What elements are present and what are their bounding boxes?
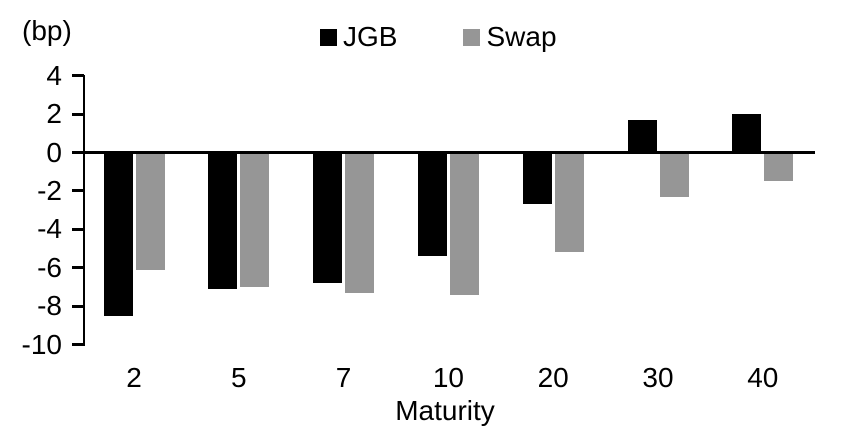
bar-jgb-2 (103, 152, 133, 316)
y-axis-line (83, 74, 85, 346)
x-tick-label: 20 (537, 362, 569, 393)
legend-item-swap: Swap (463, 21, 557, 52)
y-tick-label: -6 (37, 251, 62, 283)
bar-swap-5 (240, 152, 270, 288)
x-tick-label: 30 (642, 362, 674, 393)
bar-jgb-40 (732, 114, 762, 153)
bar-jgb-7 (313, 152, 343, 284)
y-tick-label: 2 (46, 98, 62, 130)
legend-label-jgb: JGB (343, 21, 398, 52)
y-tick-label: -2 (37, 174, 62, 206)
y-tick-mark (72, 304, 84, 308)
zero-baseline (83, 151, 815, 154)
y-tick-mark (72, 112, 84, 116)
swap-swatch-icon (463, 28, 481, 46)
y-axis-unit-label: (bp) (22, 15, 72, 46)
bar-swap-20 (554, 152, 584, 253)
bar-jgb-5 (208, 152, 238, 289)
y-tick-mark (72, 343, 84, 347)
y-tick-label: 4 (46, 59, 62, 91)
x-tick-label: 10 (432, 362, 464, 393)
y-tick-label: 0 (46, 136, 62, 168)
bar-swap-40 (764, 152, 794, 182)
y-tick-label: -10 (21, 328, 62, 360)
legend-item-jgb: JGB (320, 22, 397, 52)
y-tick-label: -4 (37, 213, 62, 245)
y-tick-mark (72, 266, 84, 270)
legend: JGB Swap (320, 22, 557, 52)
y-tick-mark (72, 74, 84, 78)
legend-label-swap: Swap (486, 21, 557, 52)
bar-swap-7 (345, 152, 375, 293)
x-axis-title: Maturity (395, 395, 495, 426)
bar-jgb-30 (627, 119, 657, 153)
bar-swap-2 (135, 152, 165, 270)
bar-jgb-20 (522, 152, 552, 205)
x-tick-label: 2 (126, 362, 142, 393)
y-tick-mark (72, 151, 84, 154)
x-tick-label: 7 (335, 362, 352, 393)
jgb-swatch-icon (320, 28, 337, 46)
y-tick-mark (72, 189, 84, 193)
x-tick-label: 40 (747, 362, 779, 393)
y-tick-label: -8 (37, 290, 62, 322)
bar-jgb-10 (417, 152, 447, 257)
y-tick-mark (72, 227, 84, 231)
bar-swap-30 (659, 152, 689, 197)
bar-swap-10 (449, 152, 479, 295)
x-tick-label: 5 (231, 362, 247, 393)
